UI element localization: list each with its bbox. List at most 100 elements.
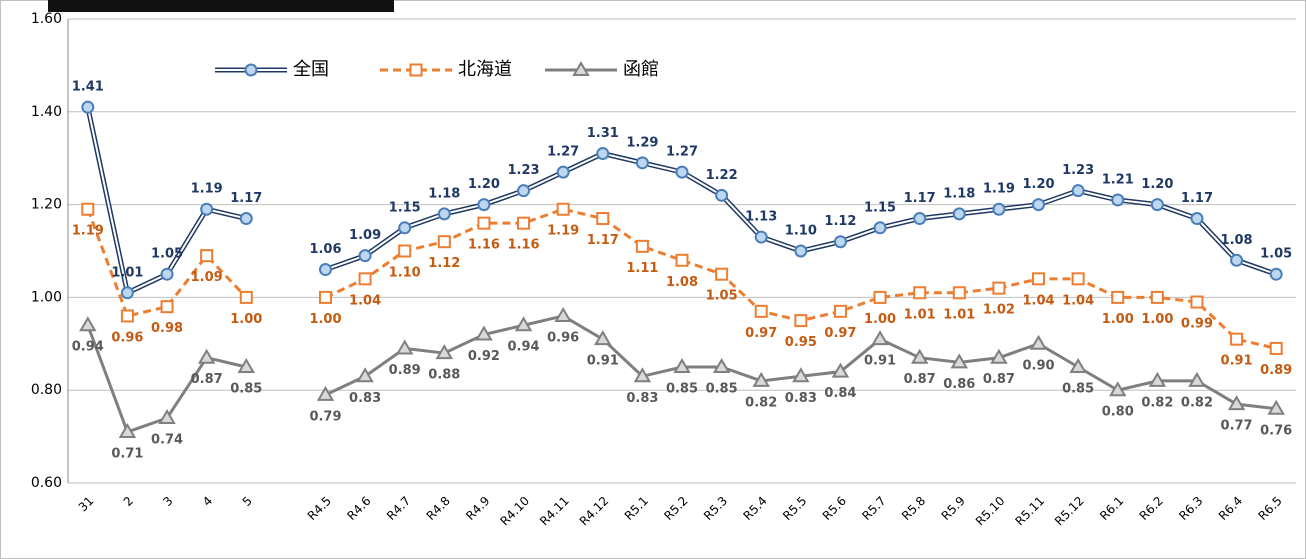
marker bbox=[398, 244, 412, 258]
marker bbox=[81, 202, 95, 216]
marker bbox=[913, 286, 927, 300]
data-label: 1.22 bbox=[706, 168, 738, 183]
marker bbox=[239, 290, 253, 304]
marker bbox=[1111, 290, 1125, 304]
marker bbox=[675, 165, 689, 179]
data-label: 1.23 bbox=[1062, 163, 1094, 178]
marker bbox=[477, 198, 491, 212]
data-label: 0.97 bbox=[745, 326, 777, 341]
data-label: 1.12 bbox=[428, 256, 460, 271]
marker bbox=[1190, 295, 1204, 309]
data-label: 1.17 bbox=[1181, 191, 1213, 206]
data-label: 1.02 bbox=[983, 303, 1015, 318]
marker bbox=[237, 358, 255, 373]
marker bbox=[833, 304, 847, 318]
marker bbox=[752, 371, 770, 387]
marker bbox=[675, 253, 689, 267]
data-label: 1.09 bbox=[191, 270, 223, 285]
data-label: 1.20 bbox=[1141, 177, 1173, 192]
marker bbox=[754, 230, 768, 244]
data-label: 1.29 bbox=[626, 135, 658, 150]
data-label: 0.87 bbox=[191, 372, 223, 387]
data-label: 1.04 bbox=[349, 293, 381, 308]
data-label: 1.05 bbox=[706, 289, 738, 304]
marker bbox=[992, 281, 1006, 295]
legend-label: 函館 bbox=[623, 59, 659, 80]
data-label: 0.89 bbox=[1260, 363, 1292, 378]
data-label: 1.16 bbox=[468, 238, 500, 253]
data-label: 1.23 bbox=[508, 163, 540, 178]
marker bbox=[1269, 267, 1283, 281]
data-label: 1.20 bbox=[1022, 177, 1054, 192]
data-label: 0.94 bbox=[72, 340, 104, 355]
data-label: 1.05 bbox=[1260, 247, 1292, 262]
data-label: 1.11 bbox=[626, 261, 658, 276]
marker bbox=[200, 202, 214, 216]
data-label: 0.94 bbox=[508, 340, 540, 355]
y-tick-label: 1.20 bbox=[31, 197, 62, 213]
marker bbox=[950, 353, 969, 369]
marker bbox=[356, 367, 374, 383]
marker bbox=[1148, 371, 1167, 387]
data-label: 1.17 bbox=[230, 191, 262, 206]
marker bbox=[554, 306, 572, 322]
data-label: 1.09 bbox=[349, 228, 381, 243]
marker bbox=[160, 300, 174, 314]
marker bbox=[318, 290, 332, 304]
marker bbox=[715, 267, 729, 281]
marker bbox=[1150, 290, 1164, 304]
marker bbox=[712, 358, 731, 373]
marker bbox=[316, 385, 335, 401]
data-label: 0.85 bbox=[230, 382, 262, 397]
data-label: 0.96 bbox=[547, 330, 579, 345]
marker bbox=[871, 330, 889, 346]
marker bbox=[477, 216, 491, 230]
marker bbox=[831, 362, 850, 378]
data-label: 0.97 bbox=[824, 326, 856, 341]
data-label: 1.05 bbox=[151, 247, 183, 262]
data-label: 1.27 bbox=[666, 145, 698, 160]
data-label: 1.01 bbox=[904, 307, 936, 322]
data-label: 1.16 bbox=[508, 238, 540, 253]
marker bbox=[517, 216, 531, 230]
data-label: 1.00 bbox=[864, 312, 896, 327]
data-label: 0.76 bbox=[1260, 423, 1292, 438]
data-label: 1.19 bbox=[191, 182, 223, 197]
marker bbox=[358, 249, 372, 263]
data-label: 0.91 bbox=[864, 354, 896, 369]
marker bbox=[1230, 253, 1244, 267]
data-label: 1.15 bbox=[864, 200, 896, 215]
data-label: 1.10 bbox=[389, 266, 421, 281]
data-label: 0.80 bbox=[1102, 405, 1134, 420]
data-label: 1.18 bbox=[943, 186, 975, 201]
legend-label: 全国 bbox=[293, 59, 329, 80]
marker bbox=[910, 348, 929, 364]
marker bbox=[120, 309, 134, 323]
legend-label: 北海道 bbox=[458, 59, 512, 80]
data-label: 0.85 bbox=[666, 382, 698, 397]
marker bbox=[1227, 395, 1246, 411]
marker bbox=[1069, 358, 1087, 373]
marker bbox=[952, 207, 966, 221]
marker bbox=[118, 422, 137, 438]
marker bbox=[873, 290, 887, 304]
marker bbox=[395, 339, 414, 355]
marker bbox=[1269, 341, 1283, 355]
marker bbox=[1032, 272, 1046, 286]
data-label: 1.31 bbox=[587, 126, 619, 141]
data-label: 0.89 bbox=[389, 363, 421, 378]
marker bbox=[833, 235, 847, 249]
marker bbox=[673, 358, 691, 373]
data-label: 0.82 bbox=[745, 395, 777, 410]
data-label: 0.90 bbox=[1022, 358, 1054, 373]
data-label: 0.96 bbox=[111, 330, 143, 345]
data-label: 0.86 bbox=[943, 377, 975, 392]
marker bbox=[1108, 381, 1127, 397]
marker bbox=[435, 344, 454, 360]
data-label: 1.00 bbox=[230, 312, 262, 327]
marker bbox=[754, 304, 768, 318]
marker bbox=[594, 330, 612, 346]
data-label: 0.77 bbox=[1221, 419, 1253, 434]
data-label: 1.17 bbox=[587, 233, 619, 248]
